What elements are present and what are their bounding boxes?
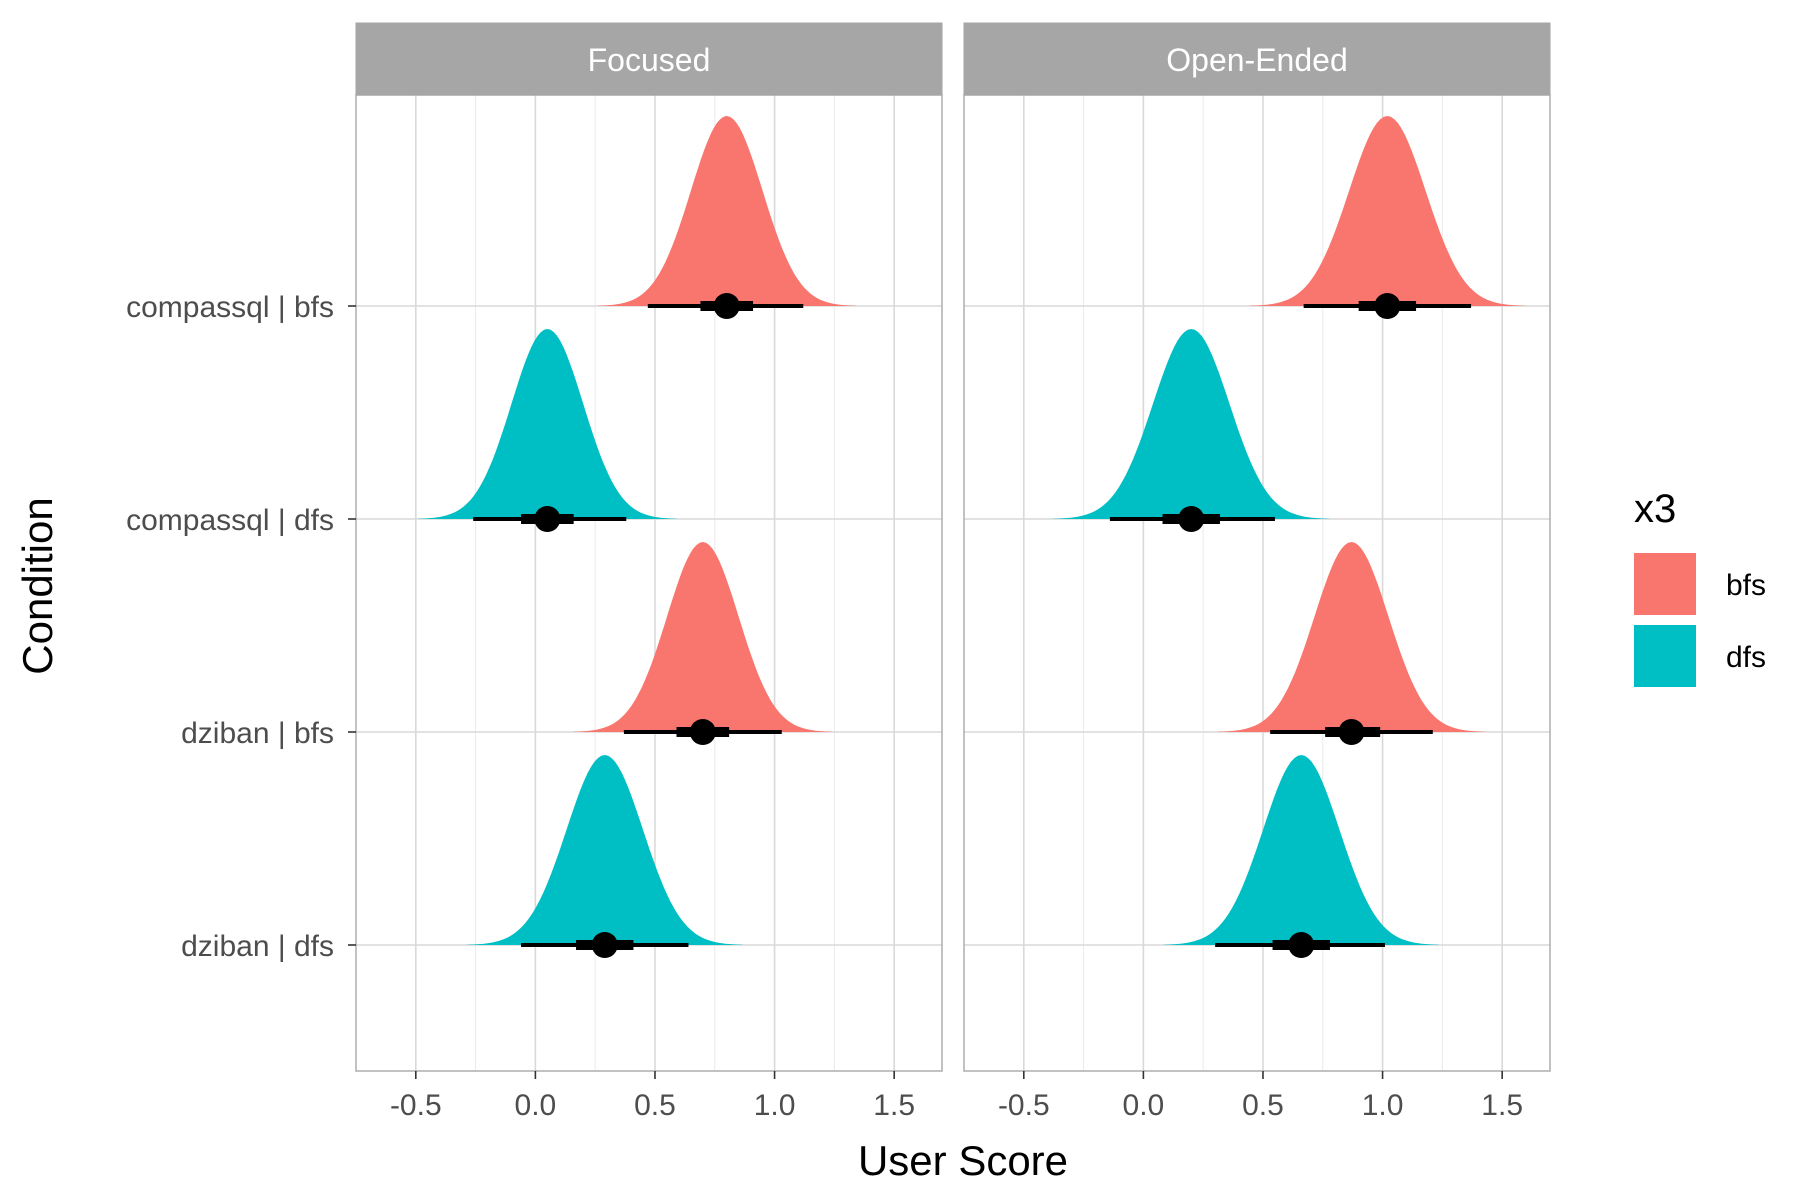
panel-1: Focused -0.5 0.0 0.5 1.0 1.5 [348,22,943,1122]
x-tick-label: -0.5 [998,1089,1050,1122]
y-tick-label: compassql | dfs [126,504,334,537]
x-tick-label: 0.0 [515,1089,557,1122]
x-tick-label: 0.0 [1123,1089,1165,1122]
facet-strip [963,22,1551,96]
median-point [1288,932,1315,958]
y-tick-label: dziban | bfs [181,717,334,750]
halfeye-dfs [1163,755,1439,958]
x-tick-label: 1.0 [1362,1089,1404,1122]
x-tick-label: 1.0 [754,1089,796,1122]
legend-title: x3 [1634,487,1676,531]
y-tick-label: compassql | bfs [126,291,334,324]
median-point [713,293,740,319]
x-tick-label: 1.5 [873,1089,915,1122]
y-axis-title: Condition [14,497,61,674]
legend-label-bfs: bfs [1726,569,1766,602]
x-tick-label: 0.5 [1242,1089,1284,1122]
halfeye-bfs [573,542,832,745]
facet-strip-label: Open-Ended [1166,42,1347,78]
legend: x3 bfs dfs [1634,487,1766,687]
median-point [1374,293,1401,319]
x-axis-title: User Score [858,1137,1068,1184]
density-dfs [1163,755,1439,945]
halfeye-dfs [1053,329,1329,532]
y-tick-label: dziban | dfs [181,930,334,963]
legend-key-bfs [1634,553,1696,615]
halfeye-dfs [467,755,743,958]
density-dfs [418,329,677,519]
halfeye-bfs [1218,542,1485,745]
legend-label-dfs: dfs [1726,641,1766,674]
halfeye-bfs [1249,116,1526,319]
density-dfs [467,755,743,945]
x-tick-label: 0.5 [634,1089,676,1122]
halfeye-dfs [418,329,677,532]
density-bfs [573,542,832,732]
y-tick-labels: compassql | bfs compassql | dfs dziban | b… [126,291,334,963]
density-bfs [597,116,856,306]
median-point [1338,719,1365,745]
halfeye-bfs [597,116,856,319]
x-tick-label: -0.5 [390,1089,442,1122]
density-bfs [1218,542,1485,732]
facet-strip-label: Focused [588,42,711,78]
median-point [591,932,618,958]
facet-strip [355,22,943,96]
legend-key-dfs [1634,625,1696,687]
density-dfs [1053,329,1329,519]
panels-layer: Focused -0.5 0.0 0.5 1.0 1.5 Open-Ended -0.5 0.0… [348,22,1551,1122]
median-point [1178,506,1205,532]
density-bfs [1249,116,1526,306]
median-point [689,719,716,745]
legend-items: bfs dfs [1634,553,1766,687]
x-tick-label: 1.5 [1481,1089,1523,1122]
median-point [534,506,561,532]
panel-2: Open-Ended -0.5 0.0 0.5 1.0 1.5 [963,22,1551,1122]
